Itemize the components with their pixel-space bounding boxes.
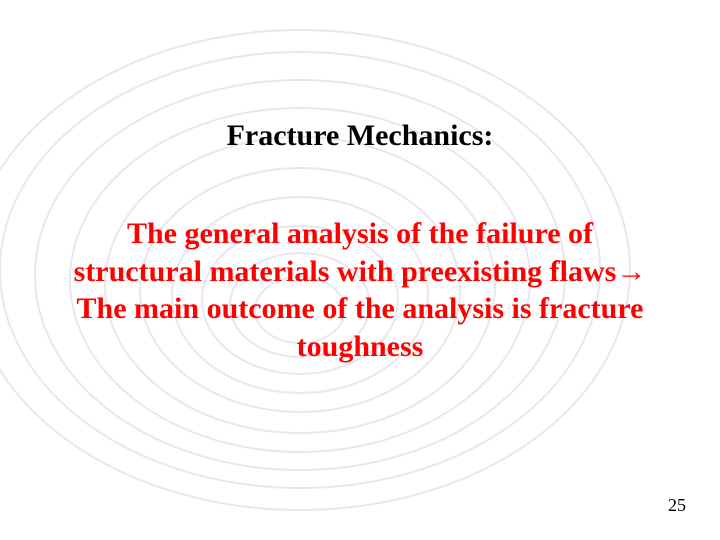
slide-body-text: The general analysis of the failure of s…	[60, 215, 660, 365]
page-number: 25	[668, 495, 686, 516]
slide-title: Fracture Mechanics:	[0, 118, 720, 154]
slide: Fracture Mechanics: The general analysis…	[0, 0, 720, 540]
